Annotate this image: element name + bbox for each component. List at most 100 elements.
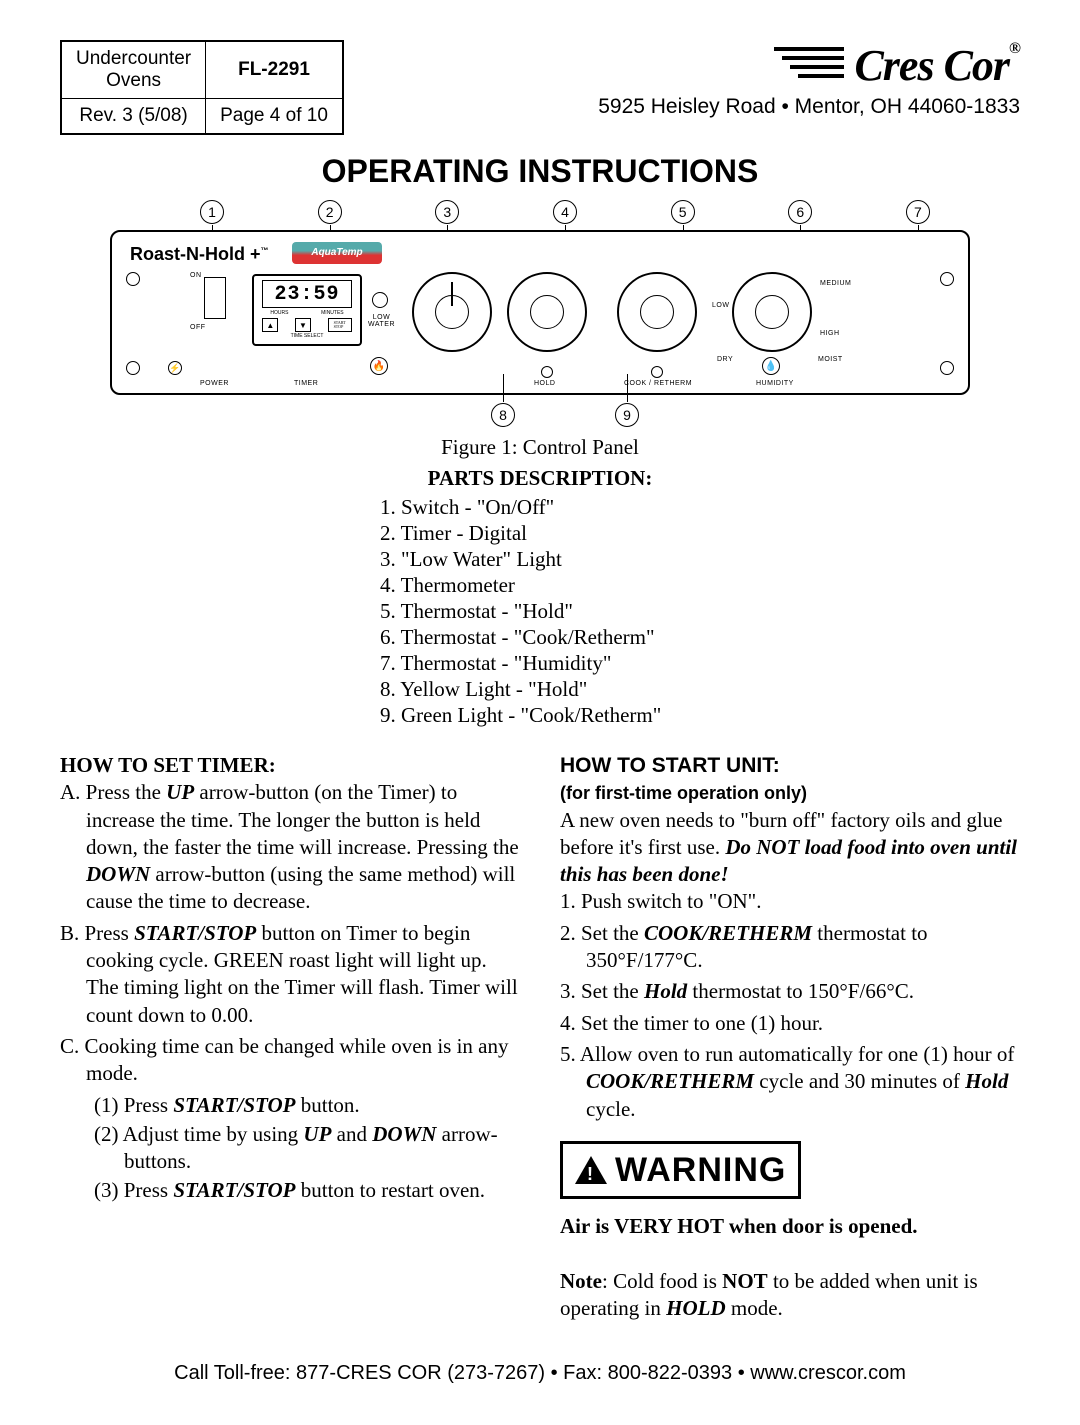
down-word: DOWN (372, 1122, 436, 1146)
info-page: Page 4 of 10 (206, 99, 343, 135)
parts-item: 9. Green Light - "Cook/Retherm" (380, 703, 700, 728)
screw-icon (940, 272, 954, 286)
r-step3: 3. Set the Hold thermostat to 150°F/66°C… (560, 978, 1020, 1005)
roast-n-hold-label: Roast-N-Hold +™ (130, 244, 269, 265)
timer-start-stop-button[interactable]: START STOP (328, 318, 352, 332)
t: : Cold food is (602, 1269, 722, 1293)
parts-item: 6. Thermostat - "Cook/Retherm" (380, 625, 700, 650)
t: 5. Allow oven to run automatically for o… (560, 1042, 1014, 1066)
intro-para: A new oven needs to "burn off" factory o… (560, 807, 1020, 889)
info-rev: Rev. 3 (5/08) (61, 99, 206, 135)
callout-6: 6 (788, 200, 812, 224)
t: and (331, 1122, 372, 1146)
step-a: A. Press the UP arrow-button (on the Tim… (60, 779, 520, 915)
lightning-icon: ⚡ (168, 361, 182, 375)
power-label: POWER (200, 380, 229, 387)
droplet-icon: 💧 (762, 357, 780, 375)
hum-low: LOW (712, 302, 729, 309)
hum-high: HIGH (820, 330, 840, 337)
timer-display: 23:59 (262, 280, 352, 308)
hold-light (541, 366, 553, 378)
ss-word: START/STOP (173, 1093, 295, 1117)
note-word: Note (560, 1269, 602, 1293)
hold-word: HOLD (666, 1296, 726, 1320)
right-column: HOW TO START UNIT: (for first-time opera… (560, 752, 1020, 1322)
footer: Call Toll-free: 877-CRES COR (273-7267) … (60, 1362, 1020, 1385)
callout-5: 5 (671, 200, 695, 224)
callout-row-bottom: 8 9 (110, 403, 970, 427)
timer-down-button[interactable]: ▼ (295, 318, 311, 332)
rnhold-text: Roast-N-Hold + (130, 244, 261, 264)
hum-moist: MOIST (818, 356, 843, 363)
rnhold-tm: ™ (261, 246, 269, 255)
thermometer-dial (412, 272, 492, 352)
brand-name: Cres Cor (854, 41, 1009, 90)
t: thermostat to 150°F/66°C. (687, 979, 914, 1003)
bold: Hold (644, 979, 687, 1003)
t: arrow-button (using the same method) wil… (86, 862, 515, 913)
timer-label: TIMER (294, 380, 318, 387)
step-c1: (1) Press START/STOP button. (60, 1092, 520, 1119)
timer-up-button[interactable]: ▲ (262, 318, 278, 332)
control-panel-figure: 1 2 3 4 5 6 7 Roast-N-Hold +™ AquaTemp O… (110, 200, 970, 427)
humidity-thermostat[interactable] (732, 272, 812, 352)
low-water-label: LOW WATER (368, 314, 395, 328)
start-unit-sub: (for first-time operation only) (560, 783, 807, 803)
step-b: B. Press START/STOP button on Timer to b… (60, 920, 520, 1029)
timer-module: 23:59 HOURS MINUTES ▲ ▼ START STOP TIME … (252, 274, 362, 346)
left-column: HOW TO SET TIMER: A. Press the UP arrow-… (60, 752, 520, 1322)
parts-list: 1. Switch - "On/Off" 2. Timer - Digital … (380, 495, 700, 728)
parts-item: 8. Yellow Light - "Hold" (380, 677, 700, 702)
r-step1: 1. Push switch to "ON". (560, 888, 1020, 915)
t: cycle and 30 minutes of (754, 1069, 965, 1093)
air-hot-text: Air is VERY HOT when door is opened. (560, 1213, 1020, 1240)
cook-thermostat[interactable] (617, 272, 697, 352)
t: (2) Adjust time by using (94, 1122, 303, 1146)
screw-icon (126, 361, 140, 375)
step-c: C. Cooking time can be changed while ove… (60, 1033, 520, 1088)
callout-row-top: 1 2 3 4 5 6 7 (110, 200, 970, 224)
page-title: OPERATING INSTRUCTIONS (60, 153, 1020, 190)
t: (1) Press (94, 1093, 173, 1117)
parts-item: 1. Switch - "On/Off" (380, 495, 700, 520)
bold: COOK/RETHERM (644, 921, 812, 945)
brand-address: 5925 Heisley Road • Mentor, OH 44060-183… (598, 95, 1020, 119)
time-select-label: TIME SELECT (254, 333, 360, 339)
warning-triangle-icon (575, 1156, 607, 1184)
logo-stripes-icon (774, 43, 844, 88)
t: B. Press (60, 921, 134, 945)
up-word: UP (303, 1122, 331, 1146)
t: mode. (726, 1296, 783, 1320)
hold-thermostat[interactable] (507, 272, 587, 352)
on-label: ON (190, 272, 202, 279)
hum-dry: DRY (717, 356, 733, 363)
step-c2: (2) Adjust time by using UP and DOWN arr… (60, 1121, 520, 1176)
parts-item: 7. Thermostat - "Humidity" (380, 651, 700, 676)
hum-medium: MEDIUM (820, 280, 851, 287)
parts-item: 4. Thermometer (380, 573, 700, 598)
info-product-l2: Ovens (106, 70, 161, 91)
minutes-label: MINUTES (321, 310, 344, 316)
parts-item: 5. Thermostat - "Hold" (380, 599, 700, 624)
r-step5: 5. Allow oven to run automatically for o… (560, 1041, 1020, 1123)
down-word: DOWN (86, 862, 150, 886)
t: 3. Set the (560, 979, 644, 1003)
not-word: NOT (722, 1269, 768, 1293)
low-water-light (372, 292, 388, 308)
start-unit-heading-row: HOW TO START UNIT: (for first-time opera… (560, 752, 1020, 807)
hold-label: HOLD (534, 380, 555, 387)
callout-7: 7 (906, 200, 930, 224)
startstop-word: START/STOP (134, 921, 256, 945)
warning-text: WARNING (615, 1148, 786, 1192)
step-c3: (3) Press START/STOP button to restart o… (60, 1177, 520, 1204)
logo-block: Cres Cor® 5925 Heisley Road • Mentor, OH… (598, 40, 1020, 119)
callout-9: 9 (615, 403, 639, 427)
callout-2: 2 (318, 200, 342, 224)
callout-4: 4 (553, 200, 577, 224)
info-product-l1: Undercounter (76, 48, 191, 69)
info-product: Undercounter Ovens (61, 41, 206, 99)
figure-caption: Figure 1: Control Panel (60, 435, 1020, 460)
screw-icon (940, 361, 954, 375)
power-switch[interactable] (204, 277, 226, 319)
info-table: Undercounter Ovens FL-2291 Rev. 3 (5/08)… (60, 40, 344, 135)
